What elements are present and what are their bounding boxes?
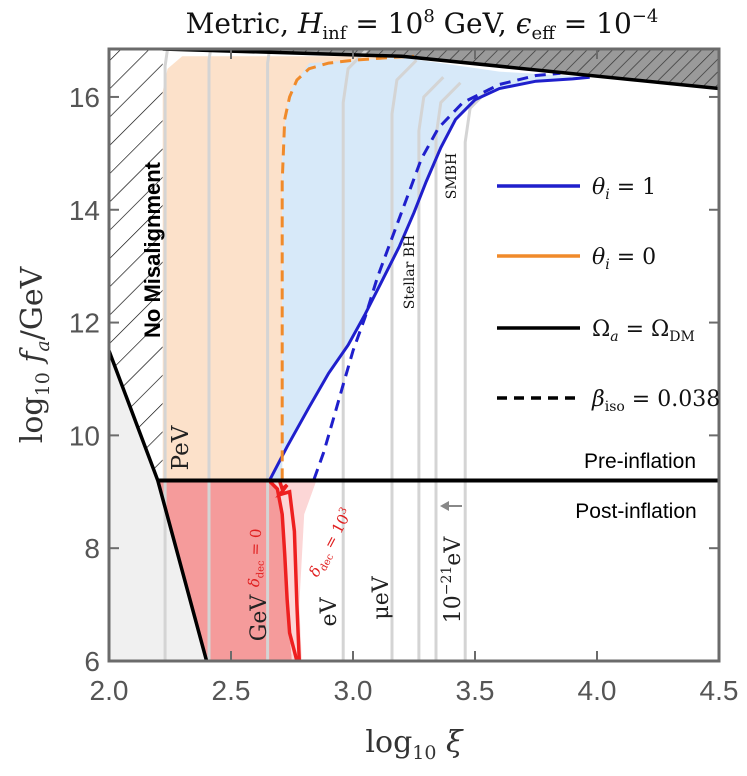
plot-area xyxy=(109,49,719,661)
no-misalignment-region xyxy=(109,49,163,481)
series-delta-dec-0 xyxy=(268,480,299,661)
mass-line-gev xyxy=(266,49,272,661)
left-boundary-line xyxy=(109,350,209,661)
series-delta-dec-1e3 xyxy=(275,481,302,661)
mass-label-gev: GeV xyxy=(247,594,272,642)
x-axis-label: log10 ξ xyxy=(365,725,464,764)
x-tick-label: 3.0 xyxy=(334,675,373,706)
axis-ticks: 2.0 2.5 3.0 3.5 4.0 4.5 6 8 10 12 14 16 xyxy=(69,49,739,706)
y-tick-label: 16 xyxy=(69,82,100,113)
stellar-bh-label: Stellar BH xyxy=(402,235,418,309)
mass-line-uev xyxy=(390,59,418,661)
mass-label-pev: PeV xyxy=(168,425,194,470)
mass-line-smbh xyxy=(434,81,462,661)
legend: θi = 1 θi = 0 Ωa = ΩDM βiso = 0.038 xyxy=(497,175,720,415)
x-tick-label: 2.0 xyxy=(90,675,129,706)
x-tick-label: 3.5 xyxy=(456,675,495,706)
arrow-icon xyxy=(440,501,462,511)
no-misalignment-label: No Misalignment xyxy=(140,161,165,338)
upper-boundary-line xyxy=(162,49,719,91)
y-tick-label: 14 xyxy=(69,195,100,226)
gray-excluded-region xyxy=(109,350,207,661)
x-tick-label: 2.5 xyxy=(212,675,251,706)
svg-text:βiso = 0.038: βiso = 0.038 xyxy=(591,387,720,415)
legend-entry: Ωa = ΩDM xyxy=(497,317,695,345)
series-theta-i-1-dashed xyxy=(312,71,561,480)
series-theta-i-0-dashed xyxy=(280,54,415,480)
mass-contour-lines xyxy=(163,49,491,661)
svg-text:θi = 0: θi = 0 xyxy=(592,245,656,273)
y-tick-label: 6 xyxy=(84,646,100,677)
post-inflation-label: Post-inflation xyxy=(575,500,696,523)
upper-excluded-region xyxy=(162,49,719,89)
pre-inflation-label: Pre-inflation xyxy=(584,450,696,473)
mass-line-ev xyxy=(341,49,369,661)
series-theta-i-1-solid xyxy=(268,75,590,481)
mass-line-pev xyxy=(163,49,170,661)
blue-band xyxy=(270,57,590,480)
pink-post-inflation-region xyxy=(270,480,317,661)
y-tick-label: 8 xyxy=(84,533,100,564)
svg-text:θi = 1: θi = 1 xyxy=(592,175,656,203)
legend-entry: βiso = 0.038 xyxy=(497,387,720,415)
mass-label-ev: eV xyxy=(317,596,342,626)
svg-text:Ωa = ΩDM: Ωa = ΩDM xyxy=(592,317,695,345)
x-tick-label: 4.5 xyxy=(700,675,739,706)
mass-label-uev: μeV xyxy=(369,575,394,619)
red-post-inflation-region xyxy=(157,480,292,661)
mass-line-bh xyxy=(417,76,445,661)
smbh-label: SMBH xyxy=(444,153,460,199)
mass-label-zev: 10−21eV xyxy=(439,536,466,624)
delta-dec-0-label: δdec = 0 xyxy=(245,528,268,587)
orange-band xyxy=(162,56,407,481)
plot-frame xyxy=(107,47,721,663)
y-tick-label: 10 xyxy=(69,420,100,451)
x-tick-label: 4.0 xyxy=(578,675,617,706)
chart-title: Metric, Hinf = 108 GeV, ϵeff = 10−4 xyxy=(186,6,659,44)
y-tick-label: 12 xyxy=(69,308,100,339)
legend-entry: θi = 0 xyxy=(497,245,656,273)
series-layer xyxy=(268,54,590,661)
legend-entry: θi = 1 xyxy=(497,175,656,203)
y-axis-label: log10 fa/GeV xyxy=(15,265,54,443)
mass-line-pev2 xyxy=(207,49,213,661)
